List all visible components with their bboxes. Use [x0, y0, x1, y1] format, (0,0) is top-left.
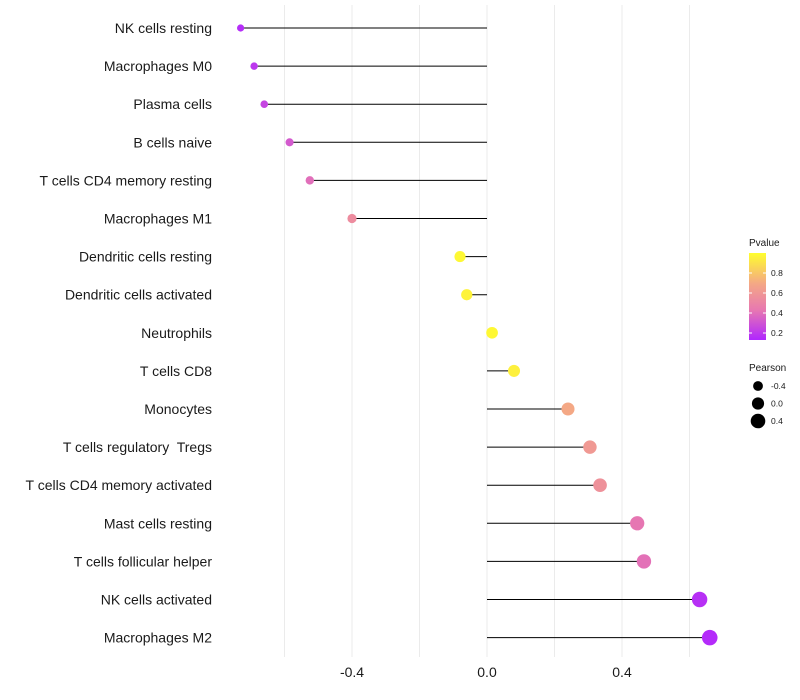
category-label: T cells follicular helper: [74, 553, 213, 569]
pearson-legend: Pearson -0.4 0.0 0.4: [749, 363, 786, 429]
size-key-label: 0.0: [771, 399, 783, 409]
colorbar-tick-label: 0.6: [771, 288, 783, 298]
category-label: T cells regulatory Tregs: [63, 439, 212, 455]
category-label: NK cells resting: [115, 20, 212, 36]
category-label: T cells CD8: [140, 363, 212, 379]
category-label: T cells CD4 memory activated: [26, 477, 212, 493]
pvalue-colorbar: [749, 253, 766, 340]
pvalue-legend-title: Pvalue: [749, 238, 780, 249]
data-point: [507, 364, 521, 377]
data-point: [636, 554, 652, 569]
x-tick-label: -0.4: [340, 664, 364, 680]
data-point: [237, 24, 245, 32]
colorbar-tick-label: 0.8: [771, 268, 783, 278]
category-label: Dendritic cells resting: [79, 249, 212, 265]
data-point: [260, 100, 269, 109]
category-label: T cells CD4 memory resting: [40, 172, 212, 188]
category-label: Monocytes: [144, 401, 212, 417]
data-point: [486, 326, 498, 339]
category-label: Macrophages M0: [104, 58, 212, 74]
data-point: [583, 440, 597, 454]
x-tick-label: 0.0: [477, 664, 497, 680]
data-point: [454, 251, 466, 263]
data-point: [701, 629, 718, 646]
data-point: [305, 176, 315, 185]
data-point: [561, 402, 575, 416]
data-point: [347, 213, 357, 224]
category-label: Neutrophils: [141, 325, 212, 341]
colorbar-tick-label: 0.4: [771, 308, 783, 318]
pvalue-legend: Pvalue 0.2 0.4 0.6 0.8: [749, 238, 783, 340]
category-label: B cells naive: [133, 134, 212, 150]
point-layer: [237, 24, 718, 646]
data-point: [461, 289, 473, 301]
category-label: Dendritic cells activated: [65, 287, 212, 303]
pearson-legend-title: Pearson: [749, 363, 786, 374]
data-point: [691, 591, 708, 608]
grid-layer: [284, 5, 690, 657]
colorbar-tick-label: 0.2: [771, 328, 783, 338]
size-key-label: -0.4: [771, 381, 786, 391]
data-point: [630, 516, 645, 531]
size-key-label: 0.4: [771, 416, 783, 426]
data-point: [250, 62, 258, 70]
stem-layer: [240, 27, 710, 639]
size-key-dot: [751, 397, 765, 410]
size-key-dot: [753, 381, 763, 391]
size-key-dot: [750, 413, 766, 429]
category-labels: NK cells resting Macrophages M0 Plasma cel…: [26, 20, 213, 646]
category-label: Macrophages M2: [104, 630, 212, 646]
data-point: [593, 478, 607, 493]
category-label: Macrophages M1: [104, 211, 212, 227]
category-label: NK cells activated: [101, 592, 212, 608]
data-point: [285, 138, 294, 147]
category-label: Plasma cells: [133, 96, 212, 112]
x-axis-ticks: -0.4 0.0 0.4: [340, 664, 632, 680]
x-tick-label: 0.4: [612, 664, 632, 680]
category-label: Mast cells resting: [104, 515, 212, 531]
